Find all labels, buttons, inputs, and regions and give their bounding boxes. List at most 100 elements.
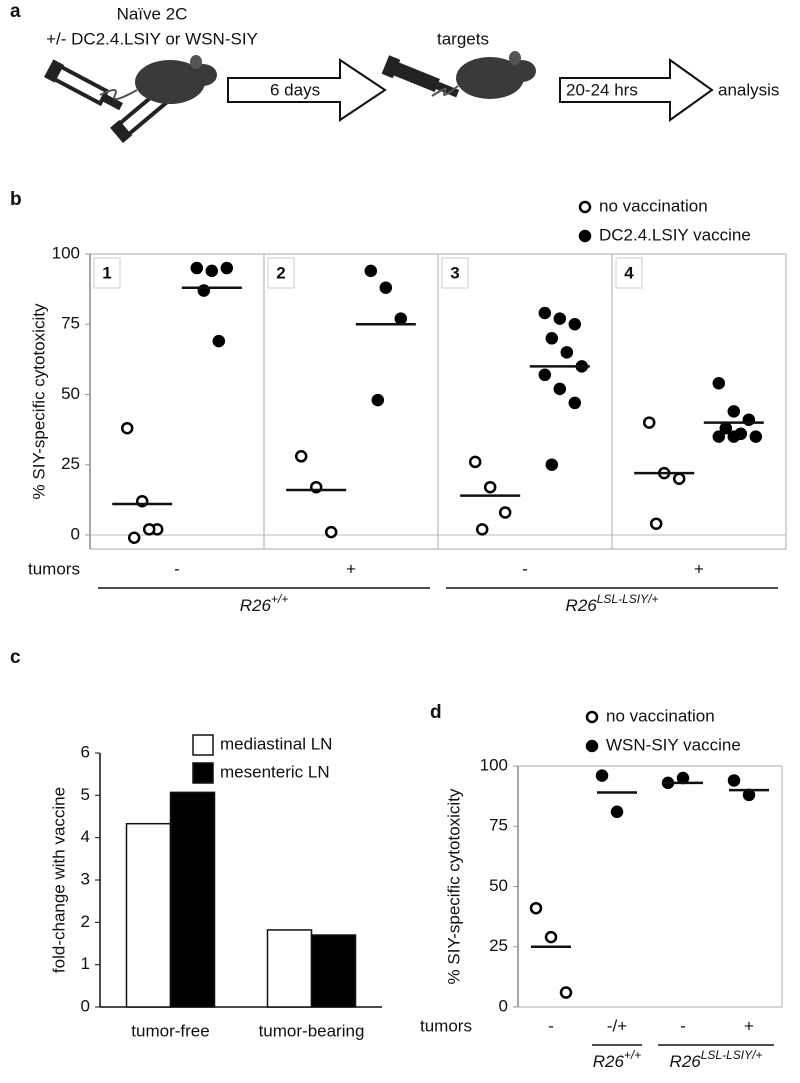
x-tick-label: tumor-free: [131, 1021, 209, 1040]
syringe: [381, 55, 460, 98]
data-point: [294, 450, 308, 463]
y-tick-label: 75: [489, 816, 508, 835]
data-point: [205, 264, 219, 278]
legend-marker: [578, 200, 592, 214]
data-point: [749, 430, 763, 443]
y-tick-label: 100: [480, 755, 508, 774]
panel-number: 1: [102, 263, 111, 282]
y-tick-label: 3: [81, 869, 90, 888]
genotype-label: R26+/+: [593, 1048, 642, 1071]
data-point: [212, 334, 226, 348]
genotype-label: R26+/+: [240, 592, 289, 615]
data-point: [595, 769, 609, 782]
y-tick-label: 25: [61, 454, 80, 473]
y-tick-label: 75: [61, 314, 80, 333]
data-point: [712, 430, 726, 443]
data-point: [544, 930, 558, 944]
y-tick-label: 1: [81, 954, 90, 973]
y-tick-label: 4: [81, 827, 90, 846]
panel-label: a: [10, 1, 21, 22]
schematic-text: +/- DC2.4.LSIY or WSN-SIY: [46, 29, 258, 48]
legend-swatch: [192, 734, 214, 756]
panel-number: 4: [624, 263, 634, 282]
data-point: [649, 517, 663, 530]
bar: [125, 822, 172, 1008]
mouse: [99, 55, 217, 104]
data-point: [560, 346, 574, 359]
arrow: [227, 58, 387, 122]
legend-marker: [578, 229, 592, 243]
x-row-label: tumors: [28, 559, 80, 578]
legend-marker: [585, 710, 599, 724]
y-tick-label: 0: [499, 996, 508, 1015]
data-point: [727, 774, 741, 787]
data-point: [142, 523, 156, 536]
panel-number: 3: [450, 263, 459, 282]
data-point: [676, 771, 690, 785]
y-tick-label: 5: [81, 785, 90, 804]
tumor-status: -: [680, 1016, 686, 1035]
mouse: [431, 51, 536, 99]
genotype-base: R26: [240, 596, 272, 615]
data-point: [379, 281, 393, 294]
legend-label: mediastinal LN: [220, 734, 332, 753]
data-point: [545, 458, 559, 471]
data-point: [538, 306, 552, 320]
data-point: [553, 382, 567, 396]
data-point: [371, 393, 385, 407]
panel-number-box: [93, 257, 121, 289]
data-point: [568, 317, 582, 331]
data-point: [559, 986, 573, 999]
data-point: [220, 261, 234, 275]
genotype-sup: LSL-LSIY/+: [597, 592, 659, 606]
data-point: [545, 332, 559, 345]
tumor-status: -: [174, 559, 180, 578]
data-point: [498, 506, 512, 519]
y-tick-label: 50: [61, 384, 80, 403]
genotype-sup: +/+: [271, 592, 288, 606]
tumor-status: +: [346, 559, 356, 578]
tumor-status: -/+: [607, 1016, 627, 1035]
legend-label: no vaccination: [599, 196, 708, 215]
data-point: [672, 472, 686, 486]
y-tick-label: 25: [489, 936, 508, 955]
data-point: [324, 525, 338, 539]
data-point: [127, 531, 141, 545]
data-point: [538, 368, 552, 382]
legend-label: no vaccination: [606, 706, 715, 725]
genotype-sup: LSL-LSIY/+: [701, 1048, 763, 1062]
tumor-status: +: [744, 1016, 754, 1035]
genotype-sup: +/+: [624, 1048, 641, 1062]
schematic-text: 6 days: [270, 80, 320, 99]
data-point: [529, 901, 543, 915]
y-tick-label: 0: [81, 996, 90, 1015]
genotype-base: R26: [670, 1052, 702, 1071]
genotype-label: R26LSL-LSIY/+: [670, 1048, 763, 1071]
genotype-label: R26LSL-LSIY/+: [566, 592, 659, 615]
x-row-label: tumors: [420, 1016, 472, 1035]
panel-number-box: [267, 257, 295, 289]
data-point: [727, 405, 741, 418]
data-point: [610, 805, 624, 819]
plot-frame: [517, 765, 783, 1008]
data-point: [394, 312, 408, 325]
data-point: [364, 264, 378, 278]
data-point: [483, 480, 497, 494]
y-tick-label: 2: [81, 912, 90, 931]
y-axis-label: fold-change with vaccine: [49, 787, 68, 973]
y-tick-label: 6: [81, 742, 90, 761]
tumor-status: +: [694, 559, 704, 578]
syringe: [44, 59, 123, 111]
y-axis-label: % SIY-specific cytotoxicity: [29, 303, 48, 499]
panel-number: 2: [276, 263, 285, 282]
legend-label: WSN-SIY vaccine: [606, 735, 741, 754]
tumor-status: -: [548, 1016, 554, 1035]
schematic-text: analysis: [718, 80, 779, 99]
data-point: [742, 788, 756, 802]
data-point: [120, 421, 134, 435]
data-point: [568, 396, 582, 410]
y-tick-label: 0: [71, 524, 80, 543]
legend-marker: [585, 739, 599, 753]
legend-label: DC2.4.LSIY vaccine: [599, 225, 751, 244]
panel-label: c: [10, 647, 21, 668]
